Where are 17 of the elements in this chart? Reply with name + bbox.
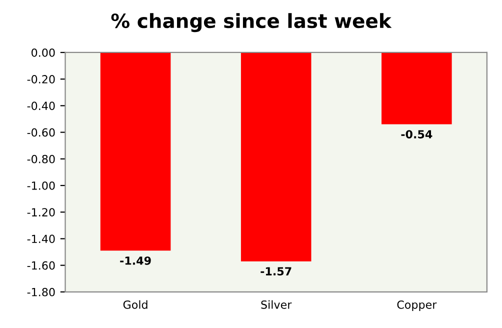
x-tick-label: Gold [123,300,148,309]
y-tick-label: -1.00 [27,181,55,190]
x-tick-label: Copper [397,300,437,312]
y-tick-label: -1.60 [27,261,55,270]
y-tick-label: -0.60 [27,128,55,137]
chart-title: % change since last week [111,13,392,32]
y-tick-label: -0.80 [27,154,55,164]
y-tick-label: -1.20 [27,208,55,216]
y-tick-label: -0.20 [27,75,55,84]
y-tick-label: -1.80 [27,288,55,296]
y-tick-label: -0.40 [27,102,55,110]
data-label: -1.57 [260,267,292,276]
y-tick-label: -1.40 [27,234,55,244]
data-label: -0.54 [401,130,432,138]
x-tick-label: Silver [261,300,292,309]
y-tick-label: 0.00 [32,48,55,57]
data-label: -1.49 [120,256,151,265]
